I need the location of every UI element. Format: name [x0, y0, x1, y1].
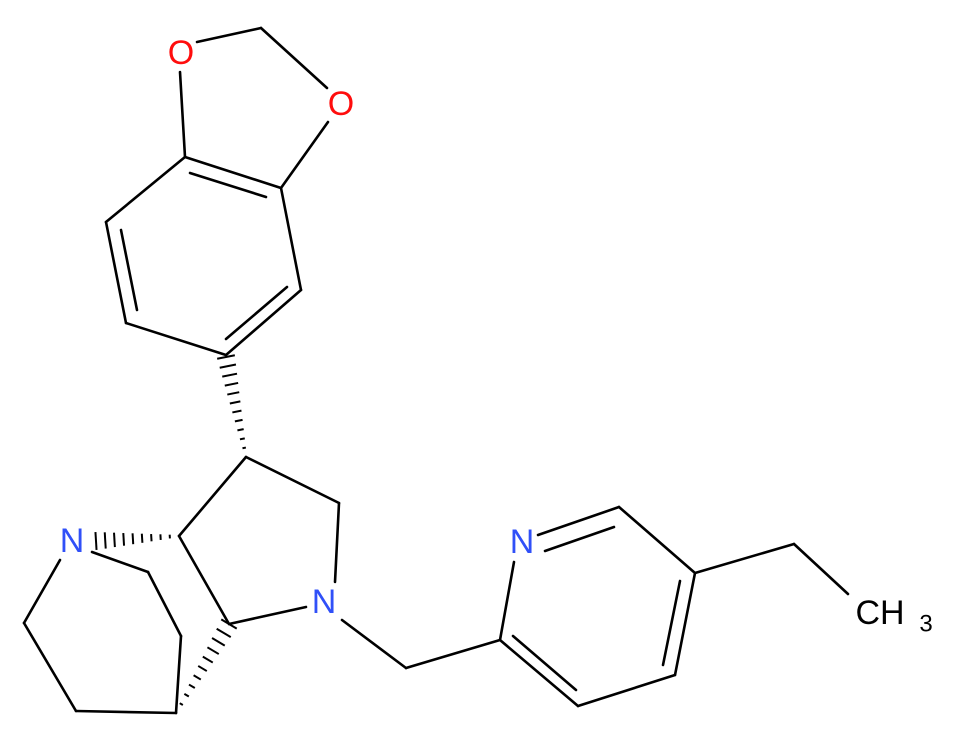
hash-line — [113, 532, 116, 548]
hash-line — [193, 674, 202, 681]
hash-line — [224, 381, 239, 387]
hash-line — [183, 693, 190, 698]
hash-line — [219, 363, 237, 369]
hash-line — [206, 646, 220, 655]
hash-line — [234, 418, 243, 423]
atom-label: N — [510, 523, 535, 561]
atom-label: N — [312, 583, 337, 621]
hash-line — [229, 400, 241, 405]
hash-line — [202, 655, 214, 664]
hash-line — [216, 627, 232, 638]
hash-line — [216, 354, 236, 360]
hash-line — [103, 532, 107, 549]
hash-line — [122, 532, 126, 546]
hash-line — [222, 372, 238, 378]
hash-line — [188, 683, 196, 689]
hash-line — [140, 533, 144, 543]
hash-line — [242, 446, 247, 450]
hash-line — [94, 531, 98, 551]
atom-label: CH — [855, 594, 904, 632]
hash-line — [237, 428, 244, 432]
stereo-bonds — [94, 354, 248, 715]
hash-line — [227, 391, 240, 396]
hash-line — [239, 437, 245, 441]
hash-line — [131, 533, 135, 545]
hash-line — [174, 711, 178, 715]
atom-label: O — [168, 34, 194, 72]
hash-line — [179, 702, 184, 706]
hash-line — [211, 637, 226, 647]
atom-subscript: 3 — [919, 611, 932, 638]
hash-line — [220, 618, 238, 630]
hash-line — [197, 665, 208, 672]
atom-label: N — [60, 522, 85, 560]
atom-label: O — [328, 85, 354, 123]
bonds — [22, 26, 850, 715]
hash-line — [232, 409, 242, 414]
